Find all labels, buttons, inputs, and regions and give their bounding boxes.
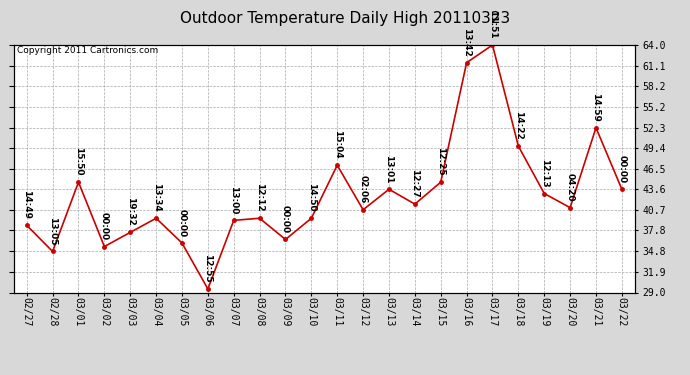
Text: Outdoor Temperature Daily High 20110323: Outdoor Temperature Daily High 20110323: [180, 11, 510, 26]
Text: 13:34: 13:34: [152, 183, 161, 212]
Text: 13:00: 13:00: [229, 186, 238, 214]
Text: 14:50: 14:50: [307, 183, 316, 212]
Text: 13:42: 13:42: [462, 28, 471, 57]
Text: 00:00: 00:00: [281, 205, 290, 233]
Text: 15:04: 15:04: [333, 130, 342, 159]
Text: 00:00: 00:00: [177, 209, 186, 237]
Text: 19:32: 19:32: [126, 198, 135, 226]
Text: 14:49: 14:49: [22, 190, 31, 219]
Text: 12:13: 12:13: [540, 159, 549, 188]
Text: 13:05: 13:05: [48, 217, 57, 245]
Text: 15:50: 15:50: [74, 147, 83, 176]
Text: 13:01: 13:01: [384, 154, 393, 183]
Text: 12:55: 12:55: [204, 254, 213, 283]
Text: 02:06: 02:06: [359, 175, 368, 204]
Text: 00:00: 00:00: [618, 155, 627, 183]
Text: 14:59: 14:59: [591, 93, 600, 122]
Text: 04:20: 04:20: [566, 173, 575, 201]
Text: 12:12: 12:12: [255, 183, 264, 212]
Text: Copyright 2011 Cartronics.com: Copyright 2011 Cartronics.com: [17, 46, 158, 55]
Text: 12:27: 12:27: [411, 169, 420, 198]
Text: 11:51: 11:51: [488, 10, 497, 39]
Text: 14:22: 14:22: [514, 111, 523, 140]
Text: 00:00: 00:00: [100, 212, 109, 240]
Text: 12:25: 12:25: [436, 147, 445, 176]
